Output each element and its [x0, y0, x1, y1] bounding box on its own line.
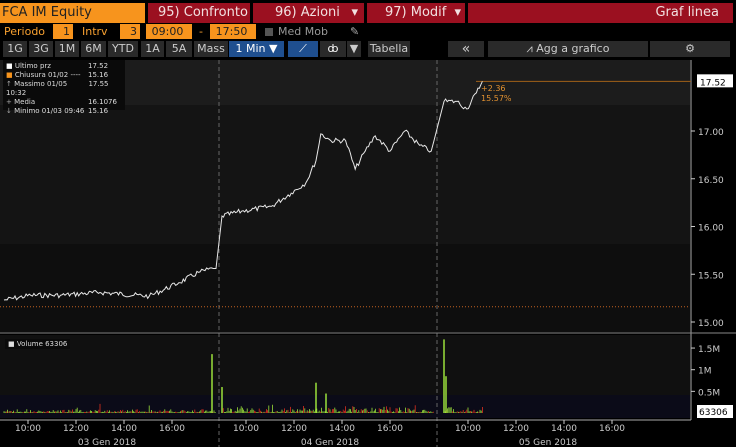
period-input[interactable]: 1: [53, 24, 73, 39]
x-tick-label: 12:00: [503, 424, 529, 434]
range-button-5a[interactable]: 5A: [166, 41, 192, 57]
legend-value: 17.55: [88, 80, 109, 88]
x-tick-label: 10:00: [233, 424, 259, 434]
x-tick-label: 16:00: [159, 424, 185, 434]
candlestick-icon[interactable]: ȸ: [320, 41, 346, 57]
y-tick-label: 15.50: [698, 271, 724, 281]
y-tick-label: 15.00: [698, 319, 724, 329]
range-button-1m[interactable]: 1M: [55, 41, 79, 57]
legend-label: Chiusura 01/02 ----: [14, 71, 81, 79]
table-button[interactable]: Tabella: [368, 41, 410, 57]
add-to-chart-label: Agg a grafico: [536, 42, 610, 55]
range-button-ytd[interactable]: YTD: [108, 41, 138, 57]
last-price-box: [697, 74, 733, 88]
day-label: 05 Gen 2018: [519, 438, 578, 447]
legend-box: ■ Ultimo prz 17.52 ■ Chiusura 01/02 ---- 15…: [3, 60, 125, 115]
legend-row: ↓ Minimo 01/03 09:46 15.16: [6, 107, 122, 116]
legend-row: ↑ Massimo 01/05 10:32 17.55: [6, 80, 122, 98]
actions-menu[interactable]: 96) Azioni ▾: [253, 3, 364, 23]
legend-row: + Media 16.1076: [6, 98, 122, 107]
range-button-1a[interactable]: 1A: [141, 41, 164, 57]
settings-gear-icon[interactable]: ⚙: [650, 41, 730, 57]
range-button-3g[interactable]: 3G: [29, 41, 53, 57]
y-tick-label: 17.00: [698, 128, 724, 138]
last-volume-box: [697, 405, 733, 418]
legend-row-label: ↓ Minimo 01/03 09:46: [6, 107, 84, 116]
period-label: Periodo: [4, 25, 46, 38]
legend-row: ■ Ultimo prz 17.52: [6, 62, 122, 71]
day-label: 03 Gen 2018: [78, 438, 137, 447]
dropdown-icon: ▾: [351, 5, 358, 20]
collapse-button[interactable]: «: [448, 41, 484, 57]
edit-menu[interactable]: 97) Modif ▾: [367, 3, 465, 23]
legend-label: Minimo 01/03 09:46: [14, 107, 85, 115]
legend-value: 16.1076: [88, 98, 117, 106]
y-tick-label: 16.00: [698, 224, 724, 234]
legend-value: 15.16: [88, 107, 109, 115]
vol-y-tick-label: 1M: [698, 367, 712, 377]
legend-value: 15.16: [88, 71, 109, 79]
pencil-icon[interactable]: ✎: [350, 25, 360, 38]
x-tick-label: 12:00: [281, 424, 307, 434]
legend-row: ■ Chiusura 01/02 ---- 15.16: [6, 71, 122, 80]
y-tick-label: 16.50: [698, 176, 724, 186]
x-tick-label: 14:00: [111, 424, 137, 434]
vol-y-tick-label: 0.5M: [698, 388, 720, 398]
legend-label: Massimo 01/05 10:32: [6, 80, 68, 97]
legend-marker-icon: ↓: [6, 107, 12, 115]
legend-row-label: ■ Ultimo prz: [6, 62, 51, 71]
legend-marker-icon: +: [6, 98, 12, 106]
change-pct: 15.57%: [481, 94, 512, 103]
change-abs: +2.36: [481, 84, 506, 93]
range-button-mass[interactable]: Mass: [194, 41, 228, 57]
last-price-label: 17.52: [700, 78, 726, 88]
actions-label: 96) Azioni: [275, 5, 340, 20]
price-line: [3, 81, 483, 301]
legend-label: Media: [14, 98, 36, 106]
compare-button[interactable]: 95) Confronto: [148, 3, 250, 23]
x-tick-label: 16:00: [599, 424, 625, 434]
interval-label: Intrv: [82, 25, 108, 38]
x-tick-label: 16:00: [377, 424, 403, 434]
x-tick-label: 14:00: [551, 424, 577, 434]
moving-avg-label: Med Mob: [278, 25, 328, 38]
legend-row-label: + Media: [6, 98, 35, 107]
volume-legend-label: Volume 63306: [16, 340, 68, 348]
dropdown-icon: ▾: [454, 5, 461, 20]
volume-lower-band: [0, 395, 690, 418]
day-label: 04 Gen 2018: [301, 438, 360, 447]
interval-input[interactable]: 3: [120, 24, 140, 39]
range-button-1g[interactable]: 1G: [3, 41, 27, 57]
x-tick-label: 12:00: [63, 424, 89, 434]
line-chart-icon[interactable]: ⟋: [288, 41, 318, 57]
legend-row-label: ↑ Massimo 01/05 10:32: [6, 80, 88, 98]
frequency-dropdown[interactable]: 1 Min ▼: [229, 41, 284, 57]
plot-lower-band: [0, 244, 690, 332]
legend-label: Ultimo prz: [14, 62, 51, 70]
change-annotation: +2.36 15.57%: [481, 84, 512, 104]
vol-y-tick-label: 1.5M: [698, 345, 720, 355]
end-time-input[interactable]: 17:50: [210, 24, 256, 39]
ticker-field[interactable]: FCA IM Equity: [0, 3, 145, 23]
add-to-chart-button[interactable]: ⩘ Agg a grafico: [488, 41, 648, 57]
x-tick-label: 10:00: [455, 424, 481, 434]
legend-value: 17.52: [88, 62, 109, 70]
legend-marker-icon: ■: [6, 62, 13, 70]
x-tick-label: 10:00: [15, 424, 41, 434]
legend-marker-icon: ■: [6, 71, 13, 79]
time-dash: -: [199, 25, 203, 38]
chart-type-label: Graf linea: [468, 3, 733, 23]
chart-icon: ⩘: [526, 42, 537, 55]
edit-label: 97) Modif: [385, 5, 447, 20]
x-tick-label: 14:00: [329, 424, 355, 434]
moving-avg-checkbox[interactable]: [265, 28, 273, 36]
start-time-input[interactable]: 09:00: [146, 24, 192, 39]
volume-legend: ■ Volume 63306: [5, 339, 71, 349]
legend-row-label: ■ Chiusura 01/02 ----: [6, 71, 81, 80]
chart-style-dropdown-icon[interactable]: ▼: [347, 41, 361, 57]
legend-marker-icon: ↑: [6, 80, 12, 88]
range-button-6m[interactable]: 6M: [81, 41, 106, 57]
last-volume-label: 63306: [699, 408, 728, 418]
